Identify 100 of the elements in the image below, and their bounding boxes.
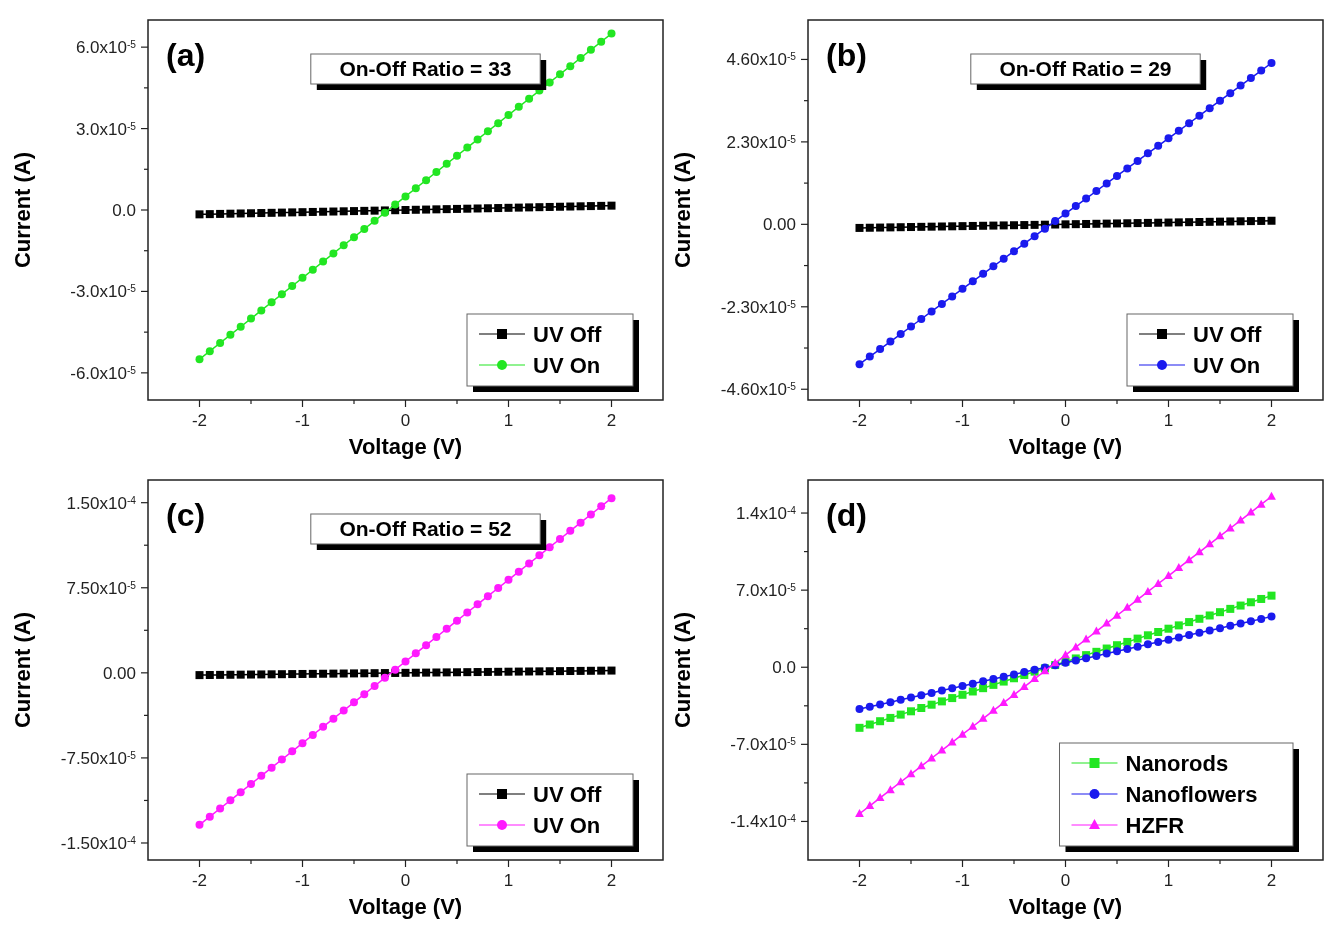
point: [566, 526, 575, 535]
point: [937, 697, 946, 706]
point: [1154, 141, 1163, 150]
point: [927, 222, 936, 231]
y-axis-title: Current (A): [670, 611, 695, 729]
point: [927, 307, 936, 316]
point: [1184, 555, 1194, 564]
text: (c): [166, 497, 206, 533]
point: [855, 705, 864, 714]
point: [1246, 74, 1255, 83]
x-tick-label: 2: [1266, 871, 1277, 890]
x-tick-label: -1: [954, 411, 971, 430]
x-axis-title: Voltage (V): [1008, 434, 1123, 459]
point: [586, 202, 595, 211]
x-axis-title: Voltage (V): [348, 434, 463, 459]
point: [556, 70, 564, 79]
point: [1123, 637, 1132, 646]
point: [257, 306, 266, 315]
point: [907, 707, 915, 716]
point: [1019, 682, 1029, 691]
point: [1030, 220, 1039, 229]
point: [1225, 523, 1235, 532]
point: [989, 675, 998, 684]
point: [1113, 171, 1121, 180]
point: [247, 780, 255, 788]
x-tick-label: 1: [1163, 871, 1174, 890]
point: [545, 543, 554, 552]
point: [1133, 156, 1142, 165]
point: [453, 668, 461, 677]
x-tick-label: 0: [400, 411, 411, 430]
y-tick-label: -1.4x10$^{-4}$: [730, 812, 797, 832]
point: [350, 698, 358, 707]
point: [319, 207, 328, 216]
point: [597, 502, 606, 511]
point: [1216, 624, 1224, 633]
point: [1061, 220, 1070, 229]
point: [576, 202, 585, 211]
x-tick-label: -2: [851, 411, 868, 430]
point: [1092, 651, 1101, 660]
point: [1195, 218, 1204, 227]
point: [947, 737, 957, 746]
point: [1195, 628, 1204, 637]
point: [1216, 96, 1224, 105]
point: [236, 209, 245, 218]
point: [1112, 610, 1122, 619]
point: [1040, 224, 1049, 233]
point: [607, 666, 616, 675]
point: [999, 697, 1009, 706]
point: [979, 684, 988, 693]
legend-label: HZFR: [1125, 813, 1185, 838]
point: [989, 221, 998, 230]
point: [907, 322, 915, 331]
x-tick-label: 0: [400, 871, 411, 890]
point: [1030, 674, 1039, 683]
point: [267, 298, 276, 307]
point: [195, 355, 204, 364]
point: [545, 667, 554, 676]
point: [1082, 194, 1091, 203]
point: [855, 808, 864, 817]
x-tick-label: -2: [851, 871, 868, 890]
point: [875, 793, 885, 802]
point: [999, 672, 1008, 681]
point: [411, 649, 420, 658]
point: [257, 771, 266, 780]
point: [504, 575, 513, 584]
point: [350, 669, 358, 678]
point: [1246, 598, 1255, 607]
legend-label: Nanorods: [1125, 751, 1229, 776]
point: [463, 143, 472, 152]
x-tick-label: -1: [294, 871, 311, 890]
point: [1010, 247, 1018, 256]
point: [432, 205, 441, 214]
point: [1154, 218, 1163, 227]
point: [999, 254, 1008, 263]
point: [1216, 608, 1224, 617]
point: [360, 669, 369, 678]
point: [1226, 604, 1235, 613]
point: [288, 747, 297, 756]
point: [958, 284, 967, 293]
point: [1133, 594, 1142, 603]
point: [1102, 179, 1111, 188]
annotation: On-Off Ratio = 33: [339, 57, 512, 80]
point: [370, 681, 379, 690]
point: [1236, 515, 1245, 524]
point: [535, 667, 544, 676]
y-axis-title: Current (A): [670, 151, 695, 269]
point: [525, 667, 534, 676]
point: [267, 208, 276, 217]
point: [1267, 591, 1276, 600]
point: [937, 222, 946, 231]
point: [319, 257, 328, 266]
point: [855, 360, 864, 369]
point: [525, 203, 534, 212]
point: [865, 223, 874, 232]
annotation: On-Off Ratio = 52: [339, 517, 512, 540]
point: [1236, 601, 1245, 610]
point: [927, 688, 936, 697]
point: [958, 729, 967, 738]
point: [1102, 219, 1111, 228]
y-tick-label: 6.0x10$^{-5}$: [75, 38, 137, 58]
